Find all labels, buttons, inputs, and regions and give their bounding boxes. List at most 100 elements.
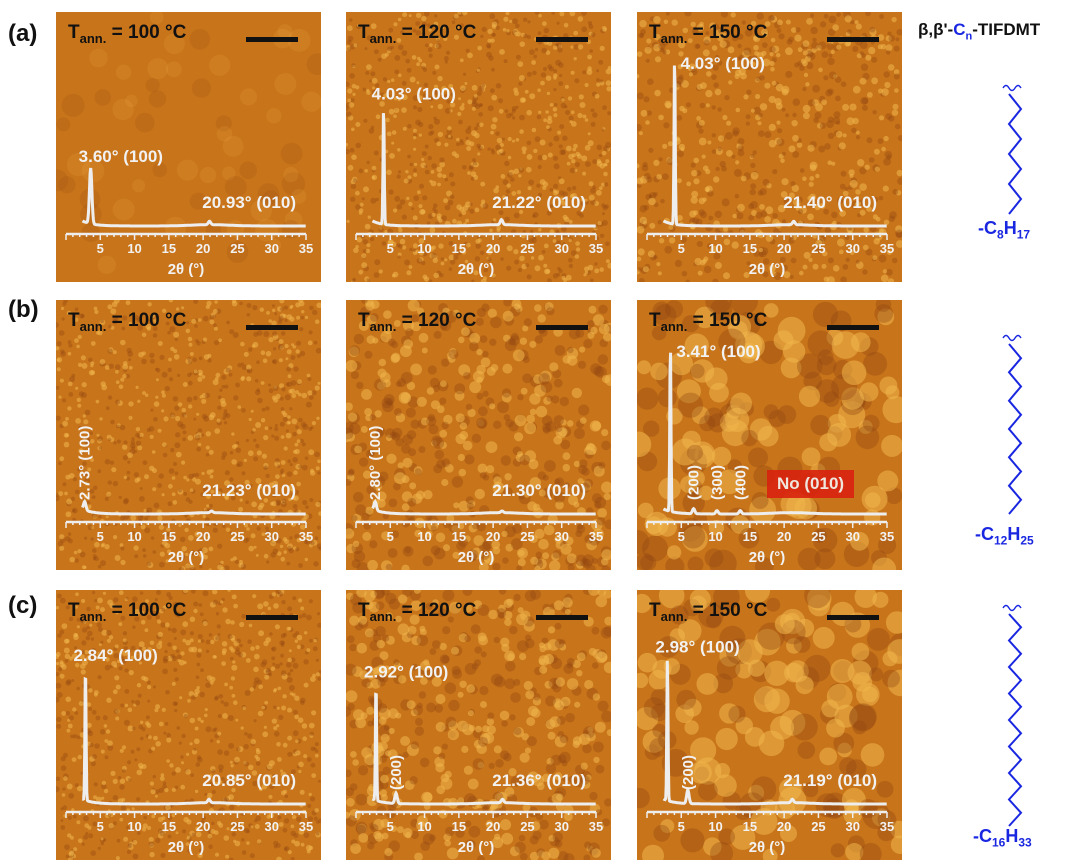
x-tick-label: 10	[127, 819, 141, 834]
x-tick-label: 10	[417, 529, 431, 544]
x-tick-label: 5	[97, 529, 104, 544]
compound-name: β,β'-Cn-TIFDMT	[918, 20, 1040, 42]
no-010-note: No (010)	[767, 470, 854, 498]
xrd-plot: 5 10 15 20 25 30 35 2θ (°) 4.03° (100) 21.22° (01…	[346, 12, 611, 282]
chain-c16-structure	[985, 600, 1045, 832]
x-axis-label: 2θ (°)	[458, 549, 495, 566]
xrd-trace	[83, 502, 306, 515]
peak-label: 2.80° (100)	[367, 426, 384, 500]
x-tick-label: 30	[264, 241, 278, 256]
x-axis-label: 2θ (°)	[168, 549, 205, 566]
x-tick-label: 5	[678, 819, 685, 834]
x-tick-label: 5	[387, 529, 394, 544]
x-tick-label: 10	[417, 819, 431, 834]
x-tick-label: 35	[880, 241, 894, 256]
attachment-wavy-icon	[1003, 86, 1021, 91]
x-axis-label: 2θ (°)	[458, 261, 495, 278]
x-axis-label: 2θ (°)	[749, 549, 786, 566]
x-tick-label: 20	[486, 529, 500, 544]
peak-label: 2.98° (100)	[655, 637, 739, 656]
x-tick-label: 15	[452, 819, 466, 834]
x-tick-label: 25	[520, 819, 534, 834]
chain-c8-structure	[985, 80, 1045, 220]
peak-label: (400)	[732, 465, 749, 500]
x-tick-label: 30	[264, 529, 278, 544]
x-tick-label: 35	[589, 529, 603, 544]
x-tick-label: 5	[678, 241, 685, 256]
x-tick-label: 15	[162, 819, 176, 834]
compound-prefix: β,β'-	[918, 20, 953, 39]
x-axis-label: 2θ (°)	[458, 839, 495, 856]
peak-label: 3.41° (100)	[676, 342, 760, 361]
x-tick-label: 15	[452, 529, 466, 544]
x-tick-label: 5	[97, 241, 104, 256]
peak-label: (300)	[709, 465, 726, 500]
peak-label: (200)	[686, 465, 703, 500]
x-tick-label: 15	[743, 819, 757, 834]
x-tick-label: 25	[811, 241, 825, 256]
peak-label: 21.30° (010)	[492, 481, 586, 500]
x-tick-label: 15	[162, 241, 176, 256]
x-axis-label: 2θ (°)	[168, 839, 205, 856]
x-tick-label: 35	[589, 819, 603, 834]
x-tick-label: 15	[743, 241, 757, 256]
compound-suffix: -TIFDMT	[972, 20, 1040, 39]
alkyl-chain-bond	[1009, 614, 1021, 826]
x-tick-label: 30	[554, 241, 568, 256]
peak-label: 2.92° (100)	[364, 663, 448, 682]
x-tick-label: 25	[230, 529, 244, 544]
x-tick-label: 25	[811, 529, 825, 544]
x-tick-label: 15	[162, 529, 176, 544]
x-tick-label: 35	[880, 819, 894, 834]
chain-c8-formula: -C8H17	[978, 218, 1030, 242]
x-tick-label: 25	[520, 529, 534, 544]
xrd-plot: 5 10 15 20 25 30 35 2θ (°) 2.80° (100) 21.30° (01…	[346, 300, 611, 570]
chain-c16-formula: -C16H33	[973, 826, 1032, 850]
x-tick-label: 10	[708, 241, 722, 256]
x-axis-label: 2θ (°)	[168, 261, 205, 278]
x-tick-label: 35	[880, 529, 894, 544]
x-tick-label: 5	[678, 529, 685, 544]
x-tick-label: 25	[520, 241, 534, 256]
x-tick-label: 20	[777, 819, 791, 834]
x-tick-label: 20	[777, 529, 791, 544]
peak-label: (200)	[680, 755, 697, 790]
x-tick-label: 25	[811, 819, 825, 834]
x-axis-label: 2θ (°)	[749, 839, 786, 856]
x-tick-label: 35	[299, 529, 313, 544]
row-label-c: (c)	[8, 592, 37, 620]
x-tick-label: 30	[554, 819, 568, 834]
x-tick-label: 20	[196, 529, 210, 544]
x-axis-label: 2θ (°)	[749, 261, 786, 278]
alkyl-chain-bond	[1009, 344, 1021, 514]
xrd-trace	[373, 502, 596, 514]
x-tick-label: 35	[589, 241, 603, 256]
peak-label: 4.03° (100)	[372, 85, 456, 104]
peak-label: 21.23° (010)	[202, 481, 296, 500]
peak-label: 20.93° (010)	[202, 193, 296, 212]
x-tick-label: 15	[743, 529, 757, 544]
peak-label: 21.22° (010)	[492, 193, 586, 212]
x-tick-label: 10	[417, 241, 431, 256]
alkyl-chain-bond	[1009, 94, 1021, 214]
x-tick-label: 5	[387, 241, 394, 256]
peak-label: 21.36° (010)	[492, 771, 586, 790]
x-tick-label: 15	[452, 241, 466, 256]
x-tick-label: 5	[97, 819, 104, 834]
row-label-a: (a)	[8, 20, 37, 48]
x-tick-label: 20	[486, 241, 500, 256]
peak-label: (200)	[388, 755, 405, 790]
x-tick-label: 30	[845, 819, 859, 834]
x-tick-label: 30	[554, 529, 568, 544]
